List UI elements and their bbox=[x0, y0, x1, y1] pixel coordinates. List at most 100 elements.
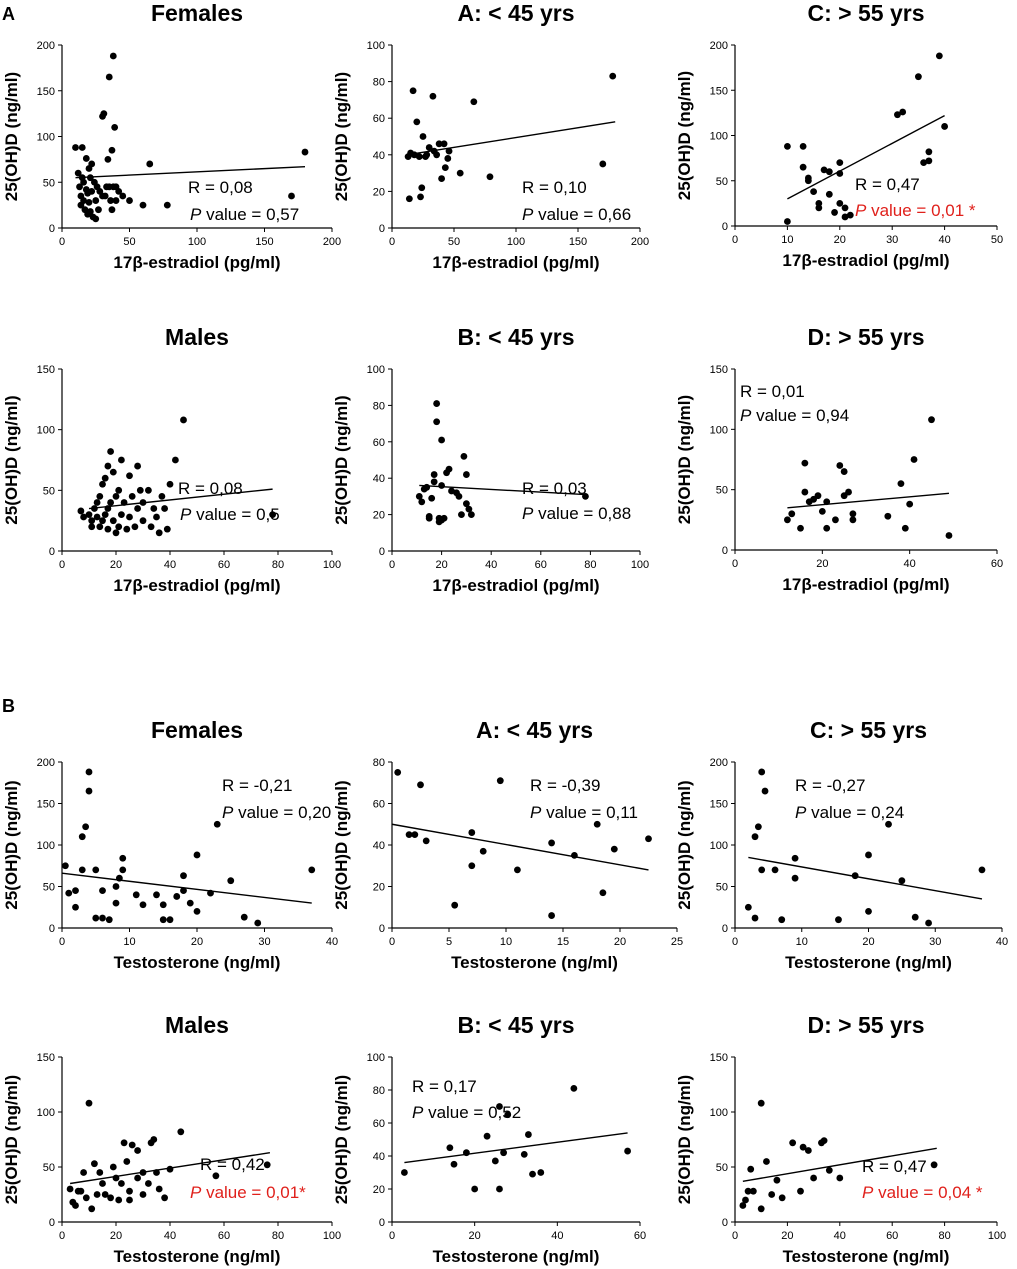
x-tick-label: 60 bbox=[218, 559, 230, 571]
data-point bbox=[836, 159, 844, 167]
x-axis-label: 17β-estradiol (pg/ml) bbox=[113, 253, 280, 272]
chart-title: D: > 55 yrs bbox=[808, 1012, 925, 1038]
y-axis-label: 25(OH)D (ng/ml) bbox=[332, 72, 351, 201]
data-point bbox=[159, 901, 167, 909]
y-tick-label: 150 bbox=[37, 799, 55, 811]
data-point bbox=[150, 1136, 158, 1143]
p-value-annotation: P value = 0,94 bbox=[740, 406, 849, 425]
data-point bbox=[93, 1191, 101, 1198]
y-tick-label: 60 bbox=[373, 799, 385, 811]
y-tick-label: 150 bbox=[710, 799, 728, 811]
chart-title: D: > 55 yrs bbox=[808, 324, 925, 350]
x-tick-label: 30 bbox=[258, 936, 270, 948]
data-point bbox=[825, 190, 833, 198]
data-point bbox=[72, 903, 79, 911]
data-point bbox=[537, 1169, 545, 1176]
data-point bbox=[72, 144, 79, 151]
y-axis-label: 25(OH)D (ng/ml) bbox=[675, 395, 694, 524]
p-value-text: value = 0,20 bbox=[233, 803, 331, 822]
x-tick-label: 40 bbox=[551, 1230, 563, 1242]
x-axis-label: 17β-estradiol (pg/ml) bbox=[782, 251, 949, 270]
data-point bbox=[799, 163, 807, 171]
x-tick-label: 100 bbox=[507, 236, 525, 248]
regression-line bbox=[404, 1132, 628, 1164]
y-tick-label: 100 bbox=[37, 132, 55, 144]
data-point bbox=[463, 500, 470, 508]
x-tick-label: 20 bbox=[110, 1230, 122, 1242]
data-point bbox=[548, 912, 555, 919]
data-point bbox=[840, 468, 848, 475]
data-point bbox=[115, 486, 123, 494]
y-tick-label: 0 bbox=[49, 923, 55, 935]
x-tick-label: 20 bbox=[834, 234, 846, 246]
data-point bbox=[846, 211, 854, 219]
data-point bbox=[155, 529, 163, 537]
data-point bbox=[438, 175, 445, 182]
data-point bbox=[797, 1187, 804, 1195]
chart-9: Males 0 50 100 150 0 20 40 60 80 100 Testosterone (… bbox=[2, 1012, 341, 1266]
data-point bbox=[751, 914, 759, 922]
chart-title: C: > 55 yrs bbox=[808, 0, 925, 26]
x-tick-label: 20 bbox=[191, 936, 203, 948]
x-tick-label: 10 bbox=[500, 936, 512, 948]
p-symbol: P bbox=[522, 504, 534, 523]
data-point bbox=[823, 524, 831, 532]
x-tick-label: 100 bbox=[323, 1230, 341, 1242]
data-point bbox=[744, 1187, 752, 1195]
data-point bbox=[180, 887, 187, 895]
data-point bbox=[180, 416, 187, 424]
y-tick-label: 0 bbox=[722, 1217, 728, 1229]
data-point bbox=[471, 1185, 479, 1193]
y-tick-label: 100 bbox=[37, 840, 55, 852]
data-point bbox=[761, 787, 769, 795]
data-point bbox=[423, 483, 431, 491]
y-tick-label: 0 bbox=[49, 546, 55, 558]
p-value-annotation: P value = 0,57 bbox=[190, 205, 299, 224]
regression-line bbox=[75, 165, 306, 179]
x-tick-label: 100 bbox=[631, 559, 649, 571]
y-axis-label: 25(OH)D (ng/ml) bbox=[332, 395, 351, 524]
y-tick-label: 0 bbox=[49, 1217, 55, 1229]
data-point bbox=[99, 914, 106, 922]
data-point bbox=[120, 499, 128, 506]
y-axis-label: 25(OH)D (ng/ml) bbox=[675, 1075, 694, 1204]
data-point bbox=[465, 505, 473, 513]
data-point bbox=[784, 516, 791, 524]
data-point bbox=[119, 866, 127, 874]
r-value-annotation: R = 0,08 bbox=[178, 479, 243, 498]
data-point bbox=[789, 1139, 797, 1147]
p-symbol: P bbox=[190, 205, 202, 224]
data-point bbox=[784, 142, 791, 150]
data-point bbox=[810, 188, 817, 196]
data-point bbox=[825, 168, 833, 176]
chart-title: Males bbox=[165, 1012, 229, 1038]
data-point bbox=[468, 862, 476, 870]
data-point bbox=[85, 511, 93, 518]
data-point bbox=[108, 206, 116, 214]
r-value-annotation: R = -0,39 bbox=[530, 776, 600, 795]
data-point bbox=[155, 1185, 163, 1193]
data-point bbox=[851, 872, 859, 880]
data-point bbox=[96, 493, 104, 500]
y-tick-label: 0 bbox=[379, 546, 385, 558]
data-point bbox=[845, 488, 852, 496]
data-point bbox=[126, 197, 133, 204]
data-point bbox=[820, 1137, 828, 1144]
x-tick-label: 60 bbox=[218, 1230, 230, 1242]
data-point bbox=[112, 529, 120, 537]
data-point bbox=[104, 462, 112, 470]
p-value-annotation: P value = 0,66 bbox=[522, 205, 631, 224]
data-point bbox=[739, 1202, 747, 1209]
chart-title: B: < 45 yrs bbox=[458, 324, 575, 350]
y-tick-label: 100 bbox=[367, 364, 385, 376]
x-tick-label: 0 bbox=[732, 558, 738, 570]
x-tick-label: 10 bbox=[796, 936, 808, 948]
p-value-annotation: P value = 0,24 bbox=[795, 803, 904, 822]
x-tick-label: 0 bbox=[59, 936, 65, 948]
data-point bbox=[467, 511, 475, 518]
data-point bbox=[925, 148, 933, 156]
chart-2: C: > 55 yrs 0 50 100 150 200 0 10 20 30 40 50 17β-es… bbox=[675, 0, 1003, 270]
data-point bbox=[455, 493, 463, 500]
panel-label-b: B bbox=[2, 696, 15, 716]
